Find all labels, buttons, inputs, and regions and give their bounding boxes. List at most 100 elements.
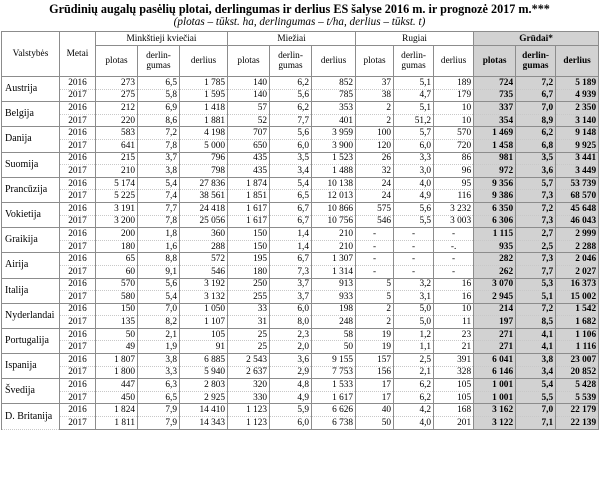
value-cell-barley-derlius: 210 xyxy=(311,227,357,241)
value-cell-rye-derlingumas: 5,0 xyxy=(393,302,435,317)
value-cell-soft-wheat-plotas: 220 xyxy=(95,114,138,128)
value-cell-barley-plotas: 320 xyxy=(227,378,271,392)
value-cell-soft-wheat-plotas: 200 xyxy=(95,227,138,241)
value-cell-soft-wheat-derlius: 360 xyxy=(178,227,229,241)
value-cell-rye-derlingumas: 1,1 xyxy=(393,340,435,355)
value-cell-soft-wheat-derlingumas: 5,6 xyxy=(137,277,180,292)
value-cell-rye-plotas: 26 xyxy=(355,151,395,166)
value-cell-rye-derlius: - xyxy=(433,252,475,266)
document-title: Grūdinių augalų pasėlių plotai, derlingu… xyxy=(49,2,550,16)
year-cell: 2016 xyxy=(59,76,96,90)
year-cell: 2017 xyxy=(59,89,96,103)
table-row: Ispanija 2016 1 807 3,8 6 885 2 543 3,6 9 155 15… xyxy=(1,353,599,380)
value-cell-rye-derlius: - xyxy=(433,227,475,241)
table-row: Prancūzija 2016 5 174 5,4 27 836 1 874 5,4 10 1… xyxy=(1,176,599,203)
value-cell-grain-derlingumas: 5,4 xyxy=(515,378,557,392)
value-cell-barley-derlingumas: 7,3 xyxy=(269,265,313,279)
table-row: 2017 49 1,9 91 25 2,0 50 19 1,1 21 271 4,1 1 116 xyxy=(2,340,599,355)
value-cell-grain-plotas: 935 xyxy=(473,240,517,254)
value-cell-rye-derlingumas: 5,1 xyxy=(393,101,435,115)
value-cell-barley-derlius: 353 xyxy=(311,101,357,115)
value-cell-grain-derlius: 3 449 xyxy=(555,164,599,178)
year-cell: 2017 xyxy=(59,340,96,355)
country-name: Austrija xyxy=(1,75,60,103)
value-cell-rye-derlingumas: 5,5 xyxy=(393,215,435,229)
value-cell-soft-wheat-plotas: 641 xyxy=(95,139,138,153)
document-subtitle: (plotas – tūkst. ha, derlingumas – t/ha,… xyxy=(173,16,426,28)
value-cell-soft-wheat-plotas: 275 xyxy=(95,89,138,103)
value-cell-rye-derlius: 189 xyxy=(433,76,475,90)
value-cell-grain-derlius: 4 939 xyxy=(555,89,599,103)
year-cell: 2016 xyxy=(59,201,96,216)
table-row: Belgija 2016 212 6,9 1 418 57 6,2 353 2 5,1 10 337 7… xyxy=(1,101,599,128)
country-name: Danija xyxy=(1,126,60,153)
value-cell-grain-plotas: 214 xyxy=(473,302,517,317)
value-cell-soft-wheat-plotas: 580 xyxy=(95,290,138,304)
value-cell-grain-plotas: 1 458 xyxy=(473,139,517,153)
value-cell-soft-wheat-derlingumas: 7,9 xyxy=(137,416,180,430)
value-cell-barley-derlingumas: 4,9 xyxy=(269,391,313,405)
value-cell-rye-derlingumas: - xyxy=(393,227,435,241)
value-cell-rye-plotas: 19 xyxy=(355,327,395,342)
table-row: Švedija 2016 447 6,3 2 803 320 4,8 1 533 17 6,2 10… xyxy=(1,378,599,405)
value-cell-barley-derlius: 58 xyxy=(311,327,357,342)
value-cell-rye-derlingumas: 3,1 xyxy=(393,290,435,304)
value-cell-rye-derlius: 328 xyxy=(433,366,475,380)
table-row: 2017 1 811 7,9 14 343 1 123 6,0 6 738 50 4,0 201 3… xyxy=(2,416,599,430)
value-cell-barley-derlius: 1 523 xyxy=(311,151,357,166)
header-rye-derlius: derlius xyxy=(433,45,475,77)
value-cell-rye-derlius: 179 xyxy=(433,89,475,103)
table-row: Vokietija 2016 3 191 7,7 24 418 1 617 6,7 10 86… xyxy=(1,201,599,229)
value-cell-soft-wheat-derlingumas: 2,1 xyxy=(137,327,180,342)
value-cell-barley-derlius: 12 013 xyxy=(311,189,357,203)
value-cell-grain-derlius: 15 002 xyxy=(555,290,599,304)
value-cell-rye-plotas: 5 xyxy=(355,277,395,292)
value-cell-grain-plotas: 1 001 xyxy=(473,391,517,405)
value-cell-soft-wheat-derlius: 3 132 xyxy=(178,290,229,304)
value-cell-barley-plotas: 140 xyxy=(227,76,271,90)
value-cell-rye-derlingumas: 5,0 xyxy=(393,315,435,329)
value-cell-soft-wheat-derlius: 91 xyxy=(178,340,229,355)
year-cell: 2016 xyxy=(59,126,96,140)
value-cell-grain-derlingumas: 2,7 xyxy=(515,227,557,241)
value-cell-rye-derlingumas: 5,7 xyxy=(393,126,435,140)
value-cell-barley-derlingumas: 5,9 xyxy=(269,403,313,418)
value-cell-rye-derlius: 95 xyxy=(433,176,475,191)
value-cell-soft-wheat-derlingumas: 7,0 xyxy=(137,302,180,317)
header-country: Valstybės xyxy=(1,31,60,77)
value-cell-grain-derlingumas: 7,3 xyxy=(515,252,557,266)
value-cell-rye-plotas: 157 xyxy=(355,353,395,367)
value-cell-soft-wheat-plotas: 60 xyxy=(95,265,138,279)
value-cell-grain-derlingumas: 7,3 xyxy=(515,215,557,229)
value-cell-rye-derlius: 23 xyxy=(433,327,475,342)
value-cell-grain-derlius: 2 288 xyxy=(555,240,599,254)
value-cell-soft-wheat-derlius: 1 107 xyxy=(178,315,229,329)
value-cell-soft-wheat-derlius: 14 410 xyxy=(178,403,229,418)
value-cell-grain-derlingumas: 7,2 xyxy=(515,302,557,317)
value-cell-soft-wheat-plotas: 50 xyxy=(95,327,138,342)
year-cell: 2017 xyxy=(59,315,96,329)
value-cell-soft-wheat-plotas: 3 191 xyxy=(95,201,138,216)
value-cell-barley-plotas: 57 xyxy=(227,101,271,115)
value-cell-grain-plotas: 282 xyxy=(473,252,517,266)
country-name: D. Britanija xyxy=(1,403,60,430)
value-cell-rye-derlingumas: 2,1 xyxy=(393,366,435,380)
value-cell-barley-derlingumas: 6,0 xyxy=(269,302,313,317)
value-cell-rye-plotas: 24 xyxy=(355,189,395,203)
value-cell-grain-derlingumas: 7,2 xyxy=(515,76,557,90)
value-cell-grain-plotas: 354 xyxy=(473,114,517,128)
table-row: 2017 220 8,6 1 881 52 7,7 401 2 51,2 10 354 8,9 3 14… xyxy=(2,114,599,128)
value-cell-grain-derlingumas: 7,0 xyxy=(515,403,557,418)
country-name: Graikija xyxy=(1,227,60,254)
value-cell-soft-wheat-derlius: 3 192 xyxy=(178,277,229,292)
value-cell-grain-derlius: 1 106 xyxy=(555,327,599,342)
value-cell-grain-derlius: 2 999 xyxy=(555,227,599,241)
value-cell-barley-plotas: 1 874 xyxy=(227,176,271,191)
value-cell-grain-derlingumas: 8,5 xyxy=(515,315,557,329)
year-cell: 2017 xyxy=(59,240,96,254)
country-name: Belgija xyxy=(1,101,60,128)
value-cell-soft-wheat-derlingumas: 6,3 xyxy=(137,378,180,392)
value-cell-grain-plotas: 6 041 xyxy=(473,353,517,367)
value-cell-barley-plotas: 52 xyxy=(227,114,271,128)
value-cell-rye-derlingumas: - xyxy=(393,240,435,254)
